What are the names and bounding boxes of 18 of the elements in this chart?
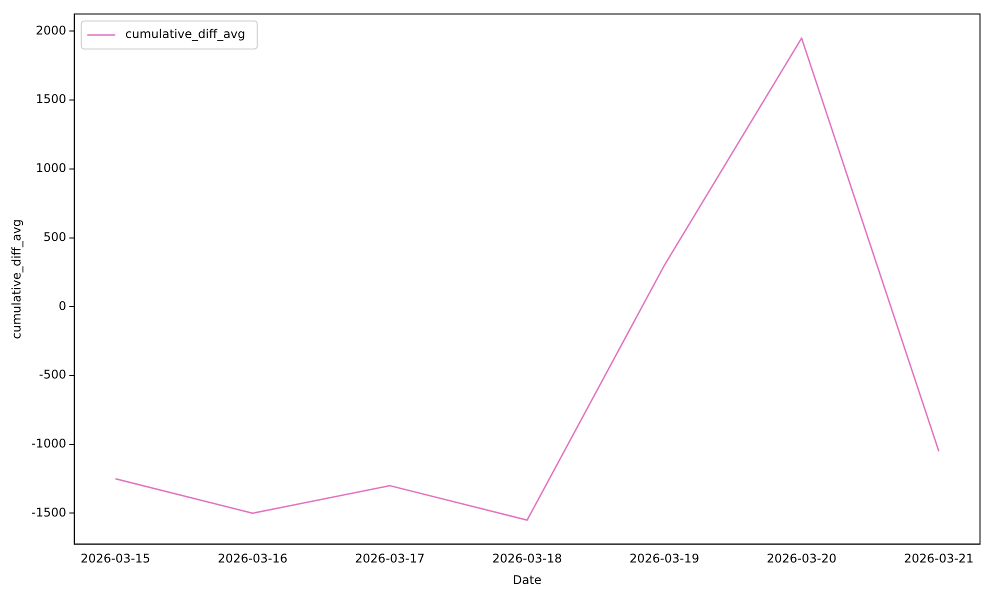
x-tick-label: 2026-03-17 bbox=[355, 552, 425, 566]
x-axis-title: Date bbox=[512, 572, 542, 587]
y-tick-label: 0 bbox=[58, 298, 66, 313]
y-tick-label: 2000 bbox=[36, 23, 66, 38]
y-tick-label: 500 bbox=[43, 230, 66, 244]
x-tick-label: 2026-03-20 bbox=[766, 552, 836, 566]
x-tick-label: 2026-03-21 bbox=[904, 552, 974, 566]
y-tick-label: -1000 bbox=[31, 436, 66, 450]
x-tick-label: 2026-03-18 bbox=[492, 552, 562, 566]
x-tick-label: 2026-03-16 bbox=[218, 552, 288, 566]
y-tick-label: 1000 bbox=[36, 161, 66, 176]
x-tick-label: 2026-03-15 bbox=[80, 552, 150, 566]
y-axis-title: cumulative_diff_avg bbox=[9, 219, 24, 340]
x-tick-label: 2026-03-19 bbox=[629, 552, 700, 566]
y-tick-label: -1500 bbox=[31, 505, 66, 520]
legend-label: cumulative_diff_avg bbox=[125, 27, 246, 42]
y-tick-label: 1500 bbox=[36, 92, 66, 106]
y-tick-label: -500 bbox=[39, 368, 66, 382]
